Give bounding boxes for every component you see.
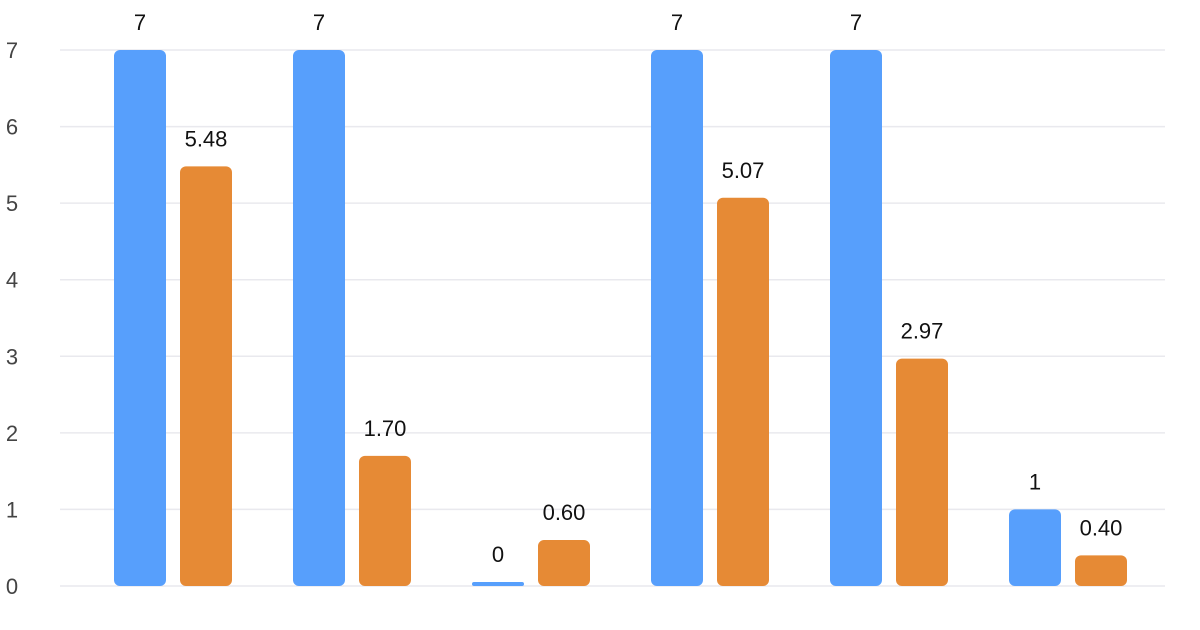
data-label-series-1-cat-4: 7 xyxy=(671,10,683,35)
y-tick-label: 7 xyxy=(6,38,18,63)
bar-series-1-cat-6 xyxy=(1009,509,1061,586)
data-label-series-2-cat-1: 5.48 xyxy=(185,126,228,151)
bar-series-1-cat-3 xyxy=(472,582,524,586)
data-label-series-2-cat-3: 0.60 xyxy=(543,500,586,525)
data-label-series-2-cat-4: 5.07 xyxy=(722,158,765,183)
bar-series-2-cat-2 xyxy=(359,455,411,586)
bar-series-2-cat-1 xyxy=(180,166,232,587)
data-label-series-1-cat-1: 7 xyxy=(134,10,146,35)
y-tick-label: 5 xyxy=(6,191,18,216)
bar-series-1-cat-5 xyxy=(830,50,882,586)
y-tick-label: 6 xyxy=(6,115,18,140)
data-label-series-2-cat-5: 2.97 xyxy=(901,319,944,344)
data-label-series-1-cat-3: 0 xyxy=(492,542,504,567)
y-tick-label: 1 xyxy=(6,497,18,522)
data-label-series-1-cat-5: 7 xyxy=(850,10,862,35)
y-tick-label: 3 xyxy=(6,344,18,369)
bar-series-1-cat-4 xyxy=(651,50,703,586)
bar-series-2-cat-6 xyxy=(1075,555,1127,586)
y-tick-label: 0 xyxy=(6,574,18,599)
bar-series-1-cat-2 xyxy=(293,50,345,586)
bar-series-2-cat-3 xyxy=(538,540,590,586)
y-tick-label: 2 xyxy=(6,421,18,446)
bar-series-2-cat-5 xyxy=(896,358,948,586)
data-label-series-1-cat-6: 1 xyxy=(1029,469,1041,494)
bar-series-1-cat-1 xyxy=(114,50,166,586)
y-tick-label: 4 xyxy=(6,268,18,293)
data-label-series-2-cat-6: 0.40 xyxy=(1080,515,1123,540)
data-label-series-1-cat-2: 7 xyxy=(313,10,325,35)
bar-series-2-cat-4 xyxy=(717,197,769,587)
data-label-series-2-cat-2: 1.70 xyxy=(364,416,407,441)
